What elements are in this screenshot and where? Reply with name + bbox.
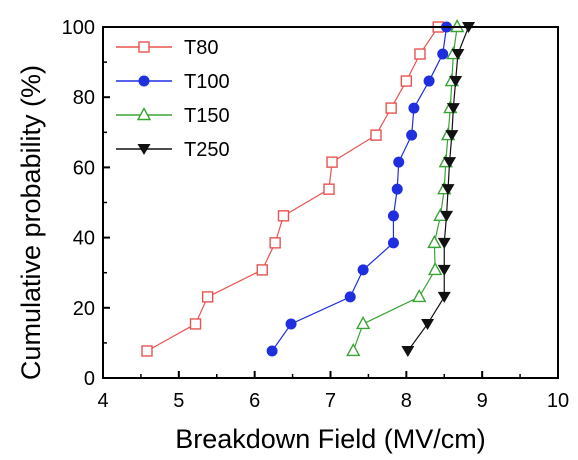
data-point-t100	[357, 264, 369, 276]
x-tick-label: 4	[97, 390, 108, 412]
data-point-t100	[285, 318, 297, 330]
legend: T80 T100 T150 T250	[116, 37, 230, 161]
data-point-t150	[427, 261, 443, 276]
x-tick-label: 10	[547, 390, 569, 412]
y-tick-label: 100	[62, 17, 95, 39]
y-tick-label: 40	[73, 228, 95, 250]
data-point-t150	[412, 288, 427, 303]
data-point-t100	[408, 102, 420, 114]
plot-frame	[102, 26, 559, 379]
data-point-t100	[387, 210, 399, 222]
data-point-t80	[277, 210, 290, 222]
data-point-t80	[201, 291, 214, 303]
legend-label-t80: T80	[184, 37, 218, 59]
x-tick-label: 5	[173, 390, 184, 412]
series-t80	[141, 21, 444, 357]
data-point-t100	[437, 48, 449, 60]
data-point-t100	[393, 156, 405, 168]
data-point-t100	[406, 129, 418, 141]
data-point-t100	[387, 237, 399, 249]
data-point-t250	[449, 76, 463, 88]
data-point-t80	[256, 264, 268, 276]
legend-item-t150: T150	[116, 105, 230, 127]
x-tick-label: 8	[401, 390, 412, 412]
x-tick-label: 9	[477, 390, 488, 412]
series-line-t250	[407, 26, 470, 352]
legend-marker-t100	[138, 75, 150, 87]
data-point-t150	[427, 234, 442, 249]
data-point-t100	[391, 183, 403, 195]
data-point-t250	[437, 291, 451, 303]
data-point-t80	[400, 75, 413, 87]
y-axis-ticks: 0 20 40 60 80 100	[62, 17, 110, 390]
data-point-t80	[326, 156, 338, 168]
legend-marker-t250	[137, 144, 151, 155]
data-point-t250	[401, 345, 415, 357]
data-point-t250	[421, 318, 435, 330]
data-point-t250	[437, 237, 451, 249]
legend-marker-t80	[138, 41, 150, 53]
series-line-t100	[271, 26, 448, 352]
x-axis-ticks: 4 5 6 7 8 9 10	[97, 371, 569, 412]
data-point-t250	[445, 130, 459, 142]
y-tick-label: 20	[73, 298, 95, 320]
data-point-t80	[385, 102, 397, 114]
data-point-t150	[355, 315, 371, 330]
data-point-t250	[440, 210, 454, 222]
series-layer	[141, 19, 476, 357]
legend-label-t250: T250	[184, 139, 230, 161]
y-tick-label: 80	[73, 87, 95, 109]
y-tick-label: 60	[73, 157, 95, 179]
data-point-t250	[446, 103, 460, 115]
data-point-t150	[346, 343, 361, 357]
legend-marker-t150	[136, 107, 152, 121]
data-point-t100	[423, 75, 435, 87]
data-point-t100	[344, 291, 356, 303]
data-point-t80	[141, 345, 153, 357]
data-point-t250	[441, 184, 455, 196]
x-axis-title: Breakdown Field (MV/cm)	[175, 424, 486, 454]
y-tick-label: 0	[84, 368, 95, 390]
data-point-t80	[269, 237, 281, 249]
data-point-t250	[443, 157, 457, 169]
data-point-t80	[323, 183, 335, 195]
legend-label-t150: T150	[184, 105, 230, 127]
legend-item-t80: T80	[116, 37, 218, 59]
series-t250	[401, 22, 476, 357]
data-point-t80	[189, 318, 202, 330]
data-point-t250	[437, 264, 451, 276]
x-tick-label: 6	[249, 390, 260, 412]
series-t100	[266, 21, 453, 357]
data-point-t80	[414, 48, 426, 60]
data-point-t100	[266, 345, 278, 357]
x-tick-label: 7	[325, 390, 336, 412]
data-point-t80	[370, 129, 382, 141]
legend-item-t100: T100	[116, 71, 230, 93]
data-point-t250	[451, 49, 465, 61]
legend-label-t100: T100	[184, 71, 230, 93]
legend-item-t250: T250	[116, 139, 230, 161]
y-axis-title: Cumulative probability (%)	[16, 65, 46, 380]
